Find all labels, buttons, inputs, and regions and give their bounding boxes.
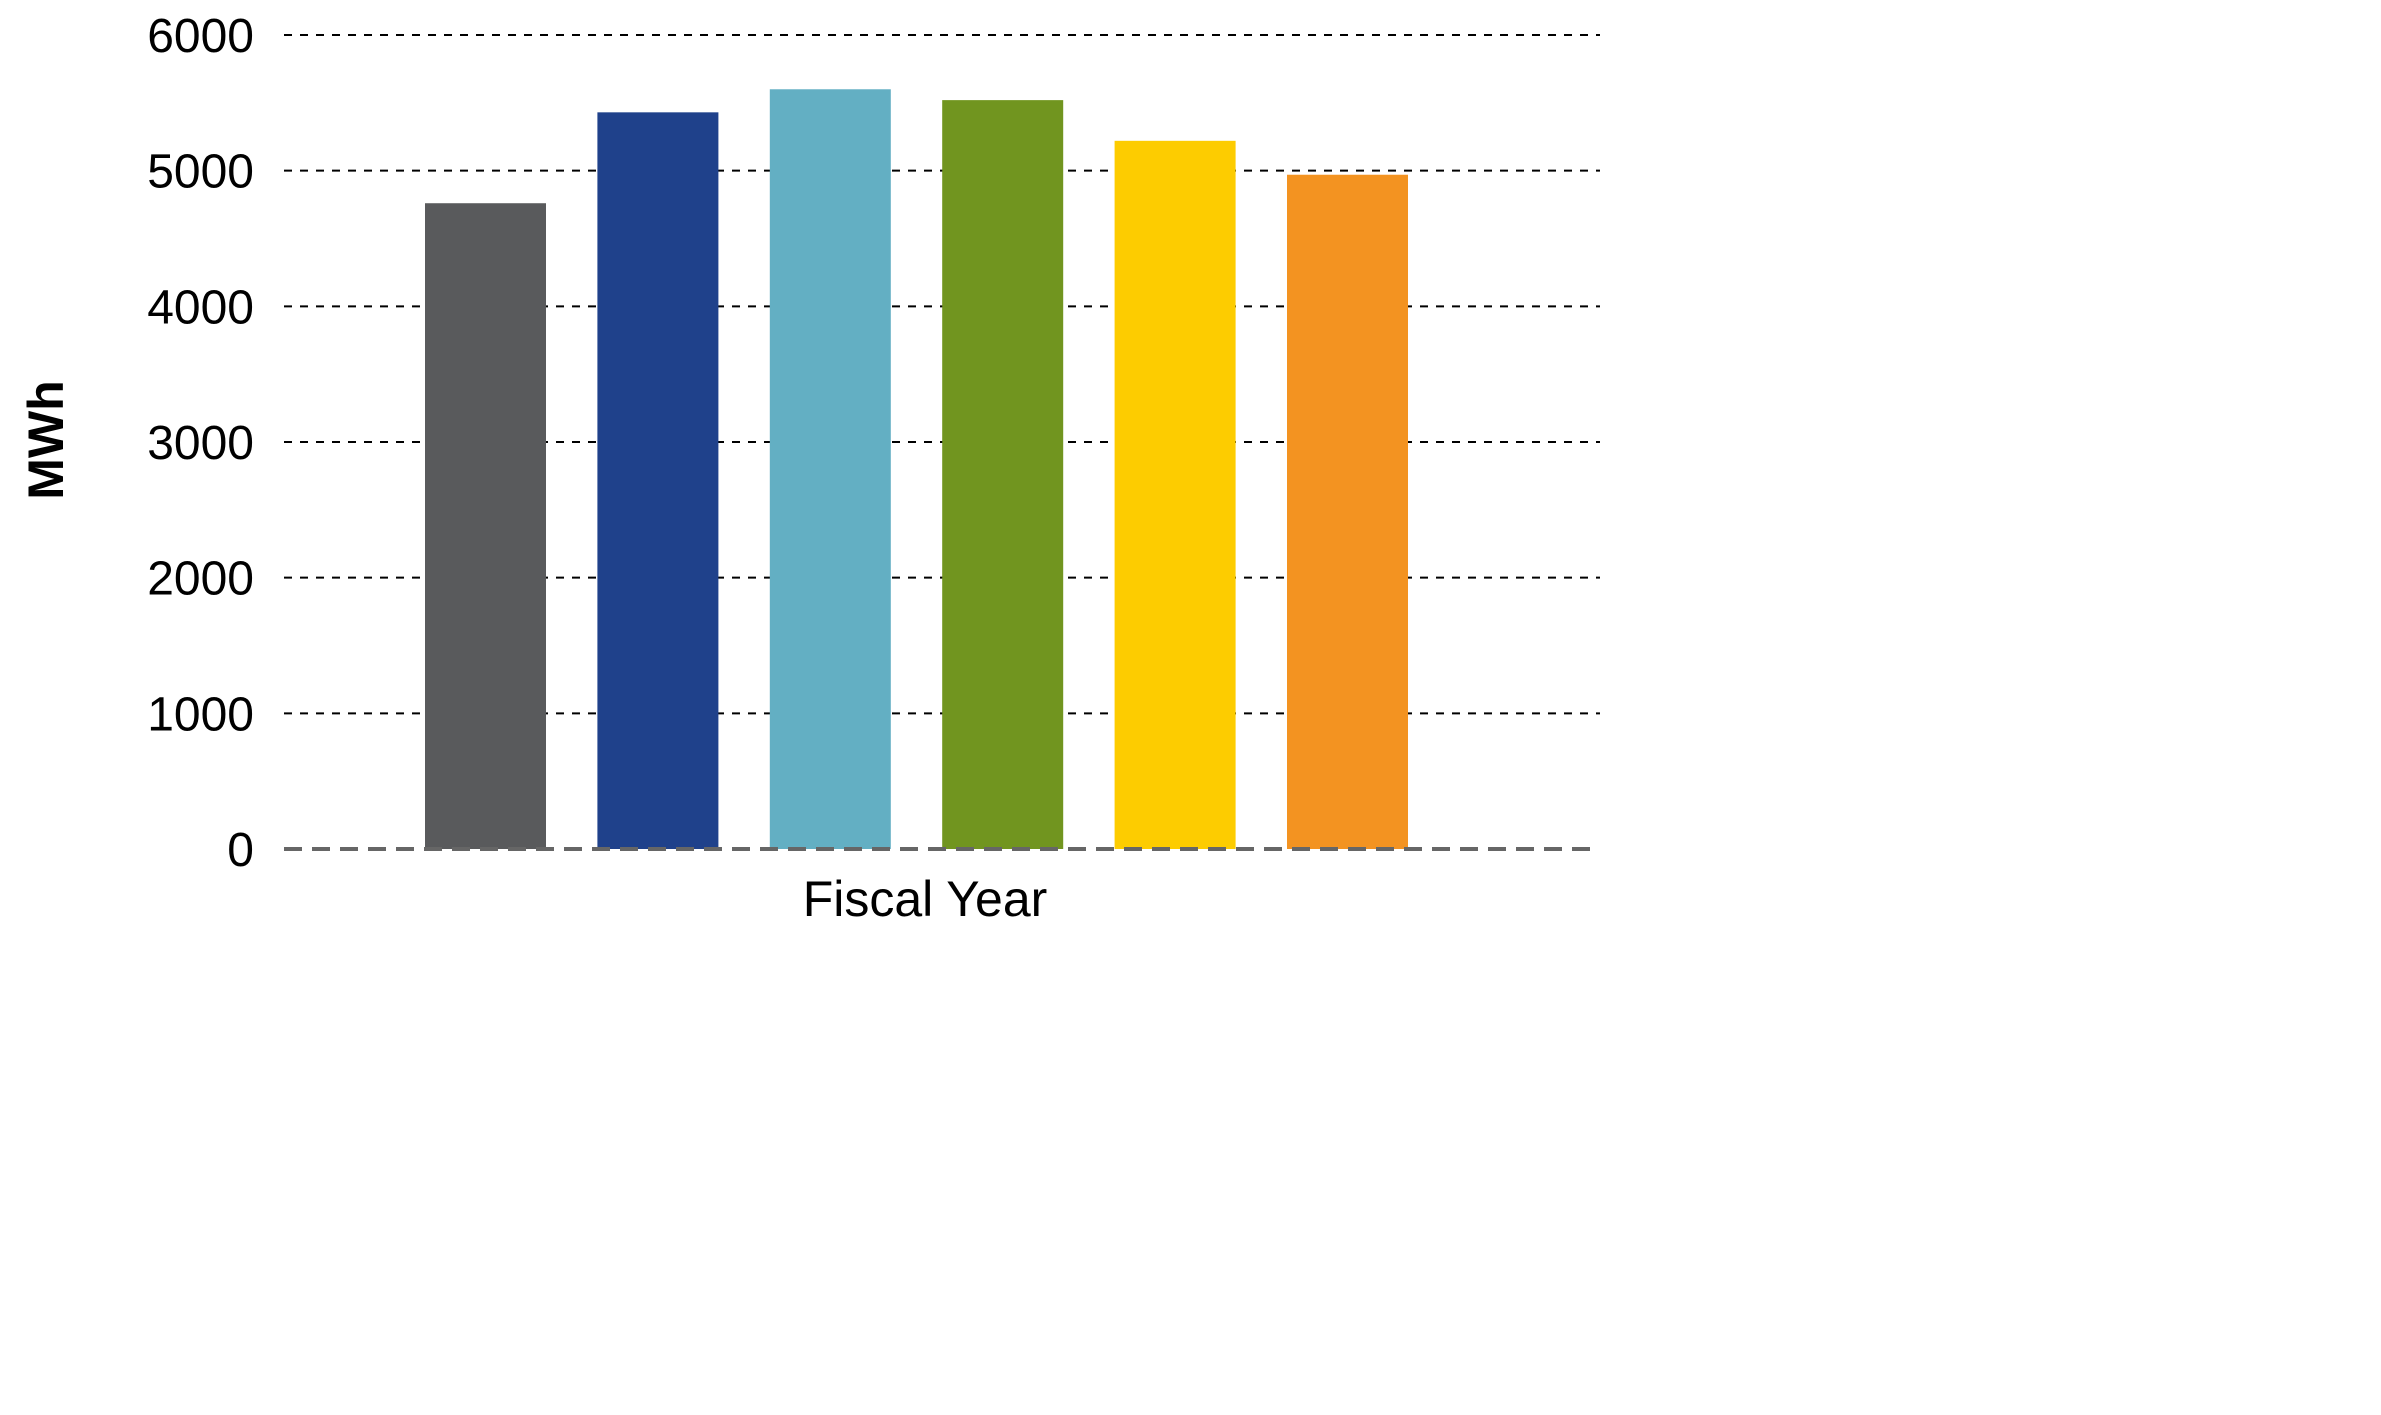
bars (425, 89, 1408, 850)
y-tick-label: 6000 (147, 10, 254, 63)
bar (597, 112, 719, 849)
bar (1287, 174, 1408, 849)
bar (1114, 140, 1236, 849)
y-axis-ticks: 0 1000 2000 3000 4000 5000 6000 (147, 10, 254, 877)
bar (769, 89, 891, 850)
bar (942, 100, 1064, 850)
y-tick-label: 5000 (147, 146, 254, 199)
y-tick-label: 3000 (147, 417, 254, 470)
y-axis-title: MWh (18, 380, 74, 499)
y-tick-label: 0 (227, 824, 254, 877)
y-tick-label: 4000 (147, 281, 254, 334)
y-tick-label: 1000 (147, 688, 254, 741)
y-tick-label: 2000 (147, 553, 254, 606)
gridlines (284, 34, 1600, 715)
bar-chart: 0 1000 2000 3000 4000 5000 6000 Fiscal Year MW… (18, 10, 1600, 927)
x-axis-title: Fiscal Year (803, 871, 1048, 927)
bar (425, 203, 546, 849)
chart-container: 0 1000 2000 3000 4000 5000 6000 Fiscal Year MW… (0, 0, 1600, 940)
